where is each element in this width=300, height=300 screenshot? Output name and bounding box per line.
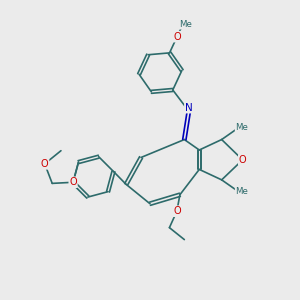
Text: Me: Me [179,20,192,29]
Text: O: O [239,155,246,165]
Text: O: O [69,177,77,187]
Text: O: O [173,206,181,216]
Text: O: O [41,159,49,169]
Text: N: N [185,103,193,112]
Text: Me: Me [236,187,248,196]
Text: O: O [173,32,181,42]
Text: Me: Me [236,123,248,132]
